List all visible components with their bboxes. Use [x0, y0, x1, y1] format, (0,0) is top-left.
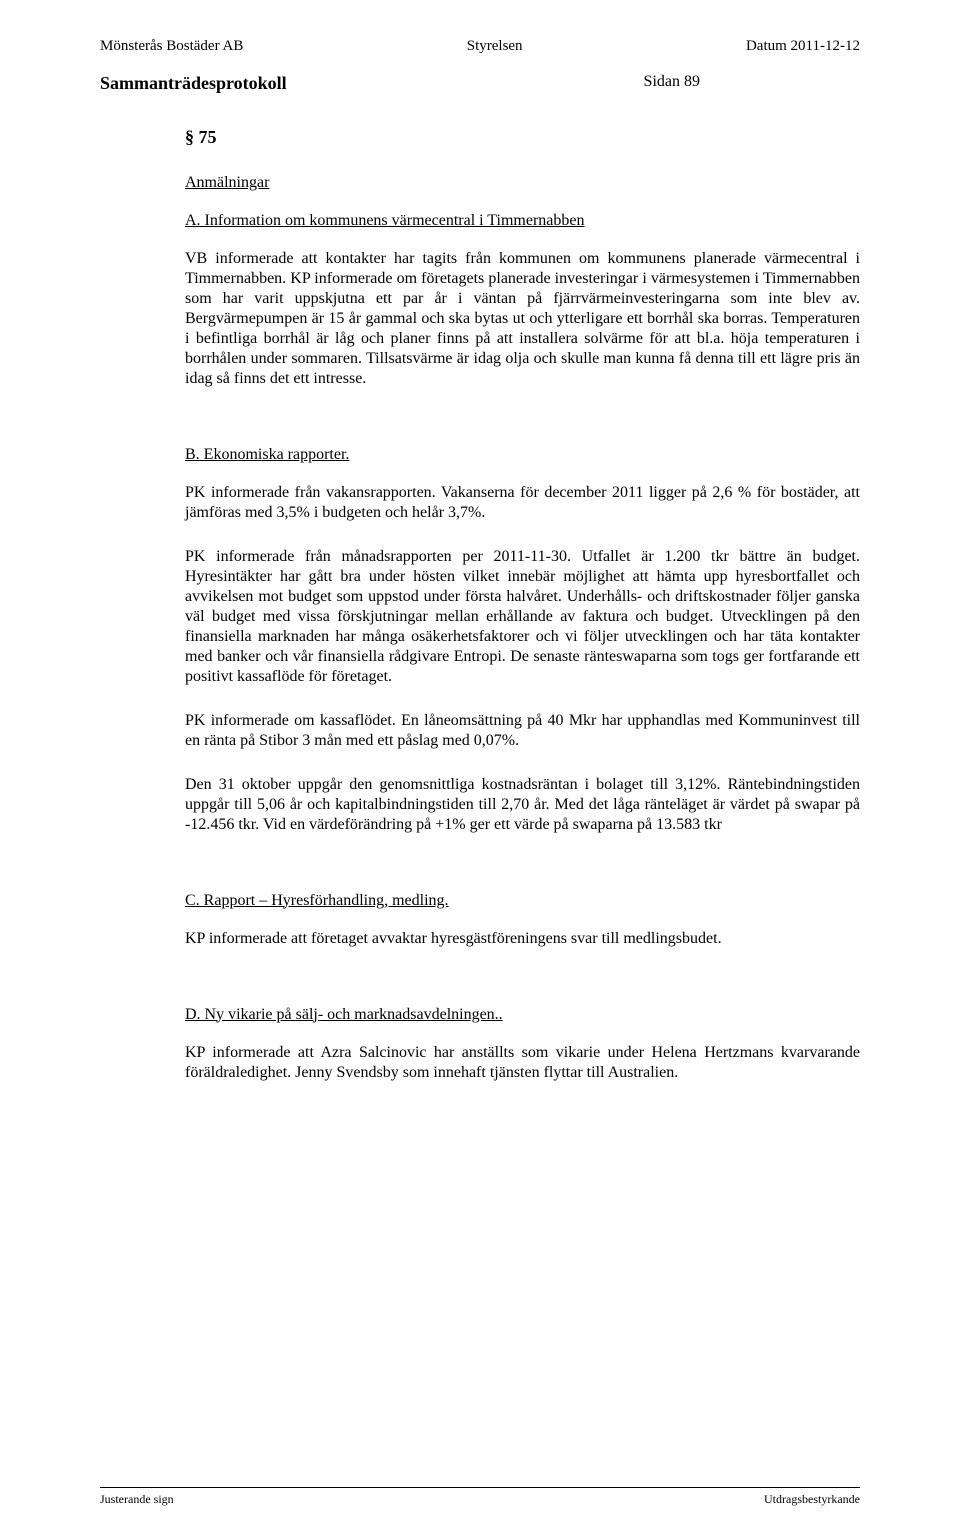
header-board: Styrelsen: [467, 38, 523, 55]
section-a-heading: A. Information om kommunens värmecentral…: [185, 211, 860, 231]
header-company: Mönsterås Bostäder AB: [100, 38, 243, 55]
header-date: Datum 2011-12-12: [746, 38, 860, 55]
page: Mönsterås Bostäder AB Styrelsen Datum 20…: [0, 0, 960, 1535]
doc-title-row: Sammanträdesprotokoll Sidan 89: [100, 73, 860, 94]
header-row: Mönsterås Bostäder AB Styrelsen Datum 20…: [100, 38, 860, 55]
section-b-p1: PK informerade från vakansrapporten. Vak…: [185, 483, 860, 523]
section-b-p3: PK informerade om kassaflödet. En låneom…: [185, 711, 860, 751]
section-d-heading: D. Ny vikarie på sälj- och marknadsavdel…: [185, 1005, 860, 1025]
section-number: § 75: [185, 126, 860, 149]
footer-left: Justerande sign: [100, 1492, 174, 1507]
section-gap: [185, 859, 860, 891]
section-gap: [185, 413, 860, 445]
section-b-heading: B. Ekonomiska rapporter.: [185, 445, 860, 465]
page-number: Sidan 89: [644, 73, 700, 94]
section-a-body: VB informerade att kontakter har tagits …: [185, 249, 860, 389]
doc-title: Sammanträdesprotokoll: [100, 73, 287, 94]
anmalningar-heading: Anmälningar: [185, 173, 860, 193]
footer-row: Justerande sign Utdragsbestyrkande: [100, 1487, 860, 1507]
section-d-body: KP informerade att Azra Salcinovic har a…: [185, 1043, 860, 1083]
content-area: § 75 Anmälningar A. Information om kommu…: [185, 126, 860, 1083]
section-b-p2: PK informerade från månadsrapporten per …: [185, 547, 860, 687]
section-b-p4: Den 31 oktober uppgår den genomsnittliga…: [185, 775, 860, 835]
footer-right: Utdragsbestyrkande: [764, 1492, 860, 1507]
section-c-heading: C. Rapport – Hyresförhandling, medling.: [185, 891, 860, 911]
section-gap: [185, 973, 860, 1005]
section-c-body: KP informerade att företaget avvaktar hy…: [185, 929, 860, 949]
